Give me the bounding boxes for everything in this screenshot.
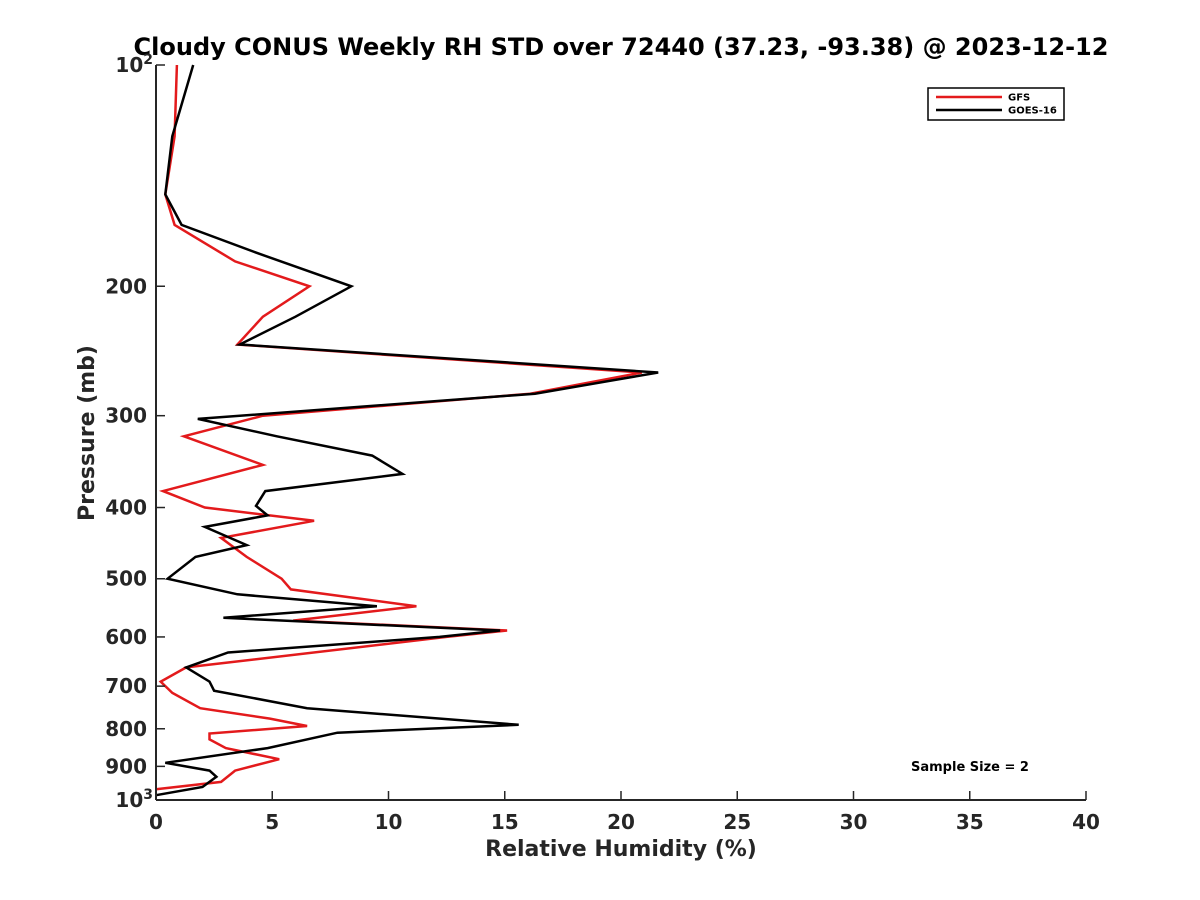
y-axis-ticks: 102 200 300 400 500 600 700 800 900 103 xyxy=(105,52,165,812)
x-tick-label: 25 xyxy=(723,810,751,834)
y-tick-label: 300 xyxy=(105,404,147,428)
x-tick-label: 20 xyxy=(607,810,635,834)
legend-label-goes16: GOES-16 xyxy=(1008,106,1057,117)
y-tick-label: 900 xyxy=(105,754,147,778)
x-tick-label: 10 xyxy=(375,810,403,834)
series-line-gfs xyxy=(155,64,643,791)
sample-size-annotation: Sample Size = 2 xyxy=(911,760,1029,775)
y-tick-label: 500 xyxy=(105,567,147,591)
legend-box xyxy=(927,87,1065,121)
legend: GFS GOES-16 xyxy=(927,87,1065,121)
y-axis-label: Pressure (mb) xyxy=(75,345,100,521)
x-tick-label: 35 xyxy=(956,810,984,834)
y-tick-label: 103 xyxy=(115,787,153,812)
y-tick-label: 102 xyxy=(115,52,153,77)
y-tick-label: 700 xyxy=(105,674,147,698)
chart-title: Cloudy CONUS Weekly RH STD over 72440 (3… xyxy=(134,33,1109,61)
series-layer xyxy=(155,64,659,797)
y-tick-label: 600 xyxy=(105,625,147,649)
y-tick-label: 200 xyxy=(105,274,147,298)
x-tick-label: 30 xyxy=(840,810,868,834)
x-tick-label: 15 xyxy=(491,810,519,834)
x-axis-ticks: 0 5 10 15 20 25 30 35 40 xyxy=(149,791,1100,834)
x-tick-label: 40 xyxy=(1072,810,1100,834)
x-axis-label: Relative Humidity (%) xyxy=(485,837,757,862)
legend-label-gfs: GFS xyxy=(1008,93,1030,104)
x-tick-label: 0 xyxy=(149,810,163,834)
y-tick-label: 400 xyxy=(105,496,147,520)
x-tick-label: 5 xyxy=(265,810,279,834)
series-line-goes16 xyxy=(155,64,659,797)
y-tick-label: 800 xyxy=(105,717,147,741)
